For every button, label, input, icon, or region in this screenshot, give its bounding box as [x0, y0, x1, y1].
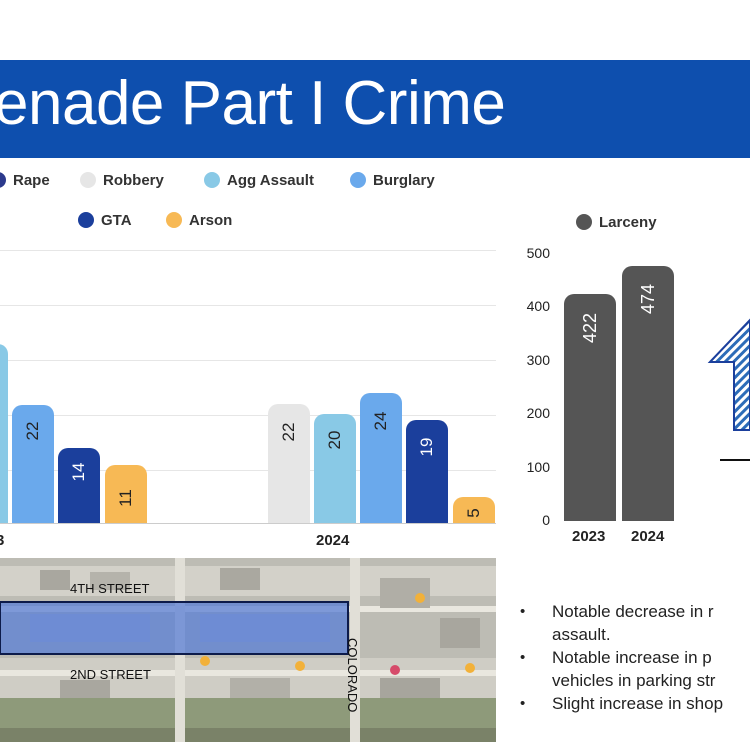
- legend-burglary-label: Burglary: [373, 172, 435, 189]
- bar-larceny-2023: [564, 294, 616, 521]
- bar-2023-gta: [58, 448, 100, 523]
- bar-2024-robbery: [268, 404, 310, 523]
- map-image: [0, 558, 496, 742]
- legend-rape-swatch: [0, 172, 6, 188]
- grid-line: [0, 250, 496, 251]
- page-title: enade Part I Crime: [0, 69, 506, 138]
- legend-robbery: Robbery: [80, 172, 164, 189]
- legend-gta-label: GTA: [101, 212, 132, 229]
- y-tick: 300: [526, 352, 550, 368]
- map-label-4th-street: 4TH STREET: [70, 581, 150, 596]
- legend-arson: Arson: [166, 212, 232, 229]
- grid-line: [0, 360, 496, 361]
- bar-larceny-2024: [622, 266, 674, 521]
- bar-2024-burglary-label: 24: [371, 411, 390, 431]
- note-3: Slight increase in shop: [520, 692, 750, 715]
- bar-2023-agg-assault: [0, 344, 8, 523]
- area-map: 4TH STREET 2ND STREET COLORADO: [0, 558, 496, 742]
- x-label-2023: 3: [0, 532, 5, 549]
- bar-2023-burglary-label: 22: [23, 421, 42, 441]
- notes-list: Notable decrease in r assault. Notable i…: [520, 600, 750, 715]
- legend-agg-assault-swatch: [204, 172, 220, 188]
- bar-2023-gta-label: 14: [69, 462, 88, 482]
- bar-larceny-2023-label: 422: [580, 312, 600, 344]
- legend-gta-swatch: [78, 212, 94, 228]
- bar-2024-agg-assault-label: 20: [325, 430, 344, 450]
- bar-2024-arson-label: 5: [464, 508, 483, 518]
- y-tick: 500: [526, 245, 550, 261]
- title-banner: enade Part I Crime: [0, 60, 750, 158]
- legend-rape-label: Rape: [13, 172, 50, 189]
- x-label-larceny-2024: 2024: [631, 528, 665, 545]
- note-2-text: Notable increase in p: [552, 648, 712, 667]
- grid-line: [0, 470, 496, 471]
- note-1: Notable decrease in r: [520, 600, 750, 623]
- y-tick: 0: [542, 512, 550, 528]
- bar-2024-gta: [406, 420, 448, 523]
- legend-agg-assault-label: Agg Assault: [227, 172, 314, 189]
- note-2: Notable increase in p: [520, 646, 750, 669]
- note-1-cont: assault.: [520, 623, 750, 646]
- bar-2024-agg-assault: [314, 414, 356, 523]
- map-label-colorado: COLORADO: [345, 638, 360, 713]
- x-label-2024: 2024: [316, 532, 350, 549]
- legend-arson-label: Arson: [189, 212, 233, 229]
- legend-robbery-swatch: [80, 172, 96, 188]
- y-tick: 400: [526, 298, 550, 314]
- note-1-cont-text: assault.: [552, 625, 611, 644]
- note-2-cont-text: vehicles in parking str: [552, 671, 716, 690]
- grid-line: [0, 305, 496, 306]
- legend-larceny-label: Larceny: [599, 214, 657, 231]
- bar-2024-gta-label: 19: [417, 437, 436, 457]
- legend-burglary-swatch: [350, 172, 366, 188]
- bar-2023-arson: [105, 465, 147, 523]
- grid-line: [0, 415, 496, 416]
- bar-2023-burglary: [12, 405, 54, 523]
- bar-larceny-2024-label: 474: [638, 283, 658, 315]
- legend-agg-assault: Agg Assault: [204, 172, 314, 189]
- note-1-text: Notable decrease in r: [552, 602, 714, 621]
- y-tick: 100: [526, 459, 550, 475]
- map-label-2nd-street: 2ND STREET: [70, 667, 151, 682]
- y-tick: 200: [526, 405, 550, 421]
- baseline: [0, 523, 496, 524]
- increase-arrow-icon: [707, 318, 750, 461]
- legend-larceny-swatch: [576, 214, 592, 230]
- bar-2024-robbery-label: 22: [279, 422, 298, 442]
- legend-gta: GTA: [78, 212, 132, 229]
- note-2-cont: vehicles in parking str: [520, 669, 750, 692]
- legend-rape: Rape: [0, 172, 50, 189]
- legend-robbery-label: Robbery: [103, 172, 164, 189]
- legend-arson-swatch: [166, 212, 182, 228]
- bar-2023-arson-label: 11: [116, 489, 135, 507]
- bar-2024-arson: [453, 497, 495, 523]
- note-3-text: Slight increase in shop: [552, 694, 724, 713]
- x-label-larceny-2023: 2023: [572, 528, 606, 545]
- legend-larceny: Larceny: [576, 214, 657, 231]
- legend-burglary: Burglary: [350, 172, 435, 189]
- bar-2024-burglary: [360, 393, 402, 523]
